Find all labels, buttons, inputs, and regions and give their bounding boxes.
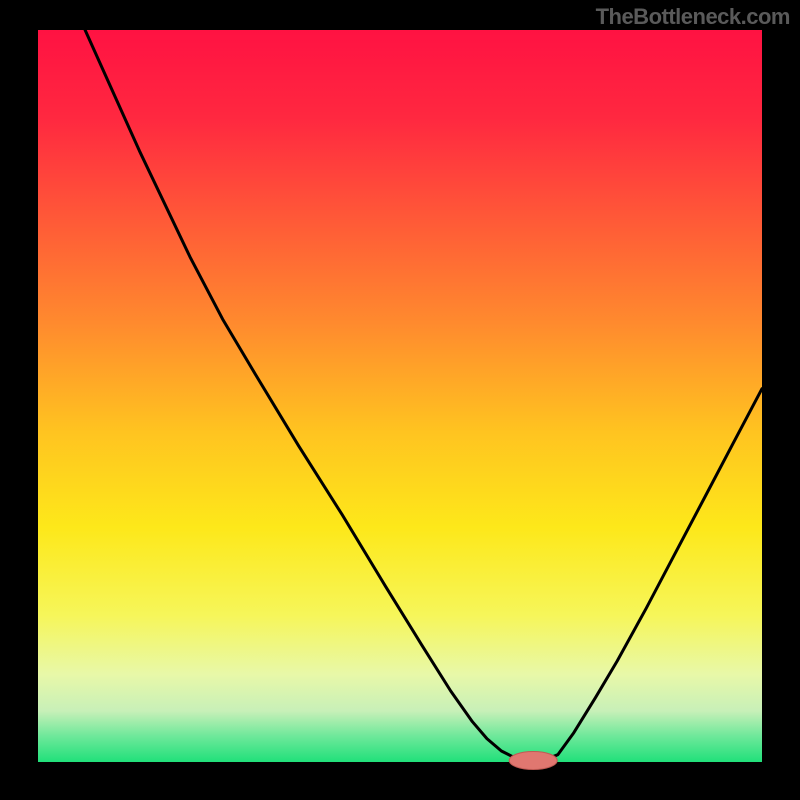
bottleneck-curve-chart bbox=[0, 0, 800, 800]
optimal-marker bbox=[509, 752, 557, 770]
watermark-text: TheBottleneck.com bbox=[596, 4, 790, 30]
gradient-plot-area bbox=[38, 30, 762, 762]
chart-container: TheBottleneck.com bbox=[0, 0, 800, 800]
